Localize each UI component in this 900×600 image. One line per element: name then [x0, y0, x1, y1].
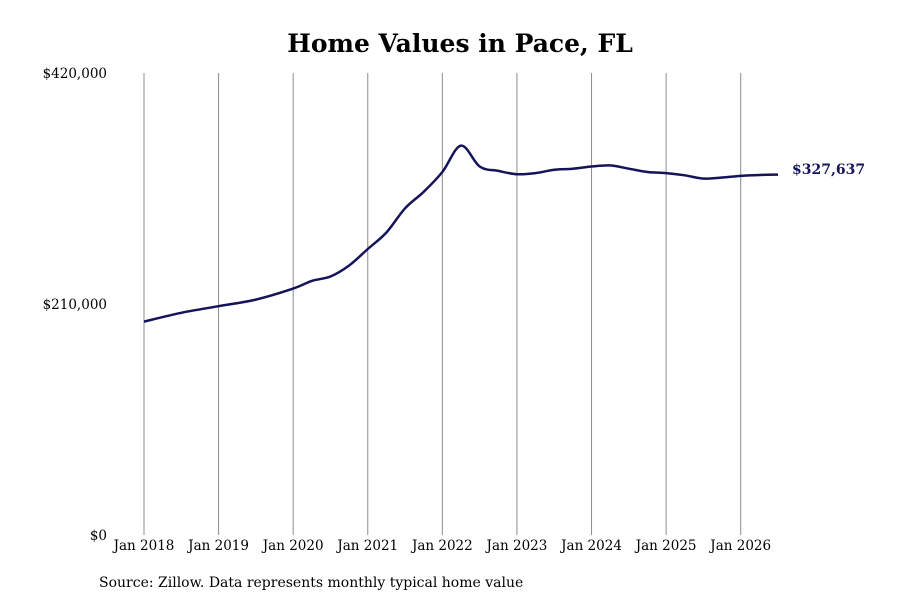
y-tick-label: $210,000: [43, 297, 107, 313]
source-note: Source: Zillow. Data represents monthly …: [99, 575, 523, 591]
gridlines: [143, 73, 742, 535]
series-line-0: [143, 144, 779, 323]
end-value-label: $327,637: [792, 162, 865, 178]
x-tick-label: Jan 2026: [708, 538, 771, 554]
x-tick-label: Jan 2025: [634, 538, 697, 554]
y-axis-ticks: $0 $210,000 $420,000: [43, 66, 107, 544]
y-tick-label: $0: [90, 528, 107, 544]
x-tick-label: Jan 2020: [261, 538, 324, 554]
chart-title: Home Values in Pace, FL: [287, 29, 633, 58]
x-tick-label: Jan 2024: [559, 538, 622, 554]
x-tick-label: Jan 2022: [410, 538, 473, 554]
x-tick-label: Jan 2021: [335, 538, 398, 554]
series-group: $327,637: [143, 144, 865, 323]
x-tick-label: Jan 2018: [112, 538, 175, 554]
x-axis-ticks: Jan 2018 Jan 2019 Jan 2020 Jan 2021 Jan 2022…: [112, 538, 772, 554]
y-tick-label: $420,000: [43, 66, 107, 82]
x-tick-label: Jan 2023: [485, 538, 548, 554]
x-tick-label: Jan 2019: [186, 538, 249, 554]
